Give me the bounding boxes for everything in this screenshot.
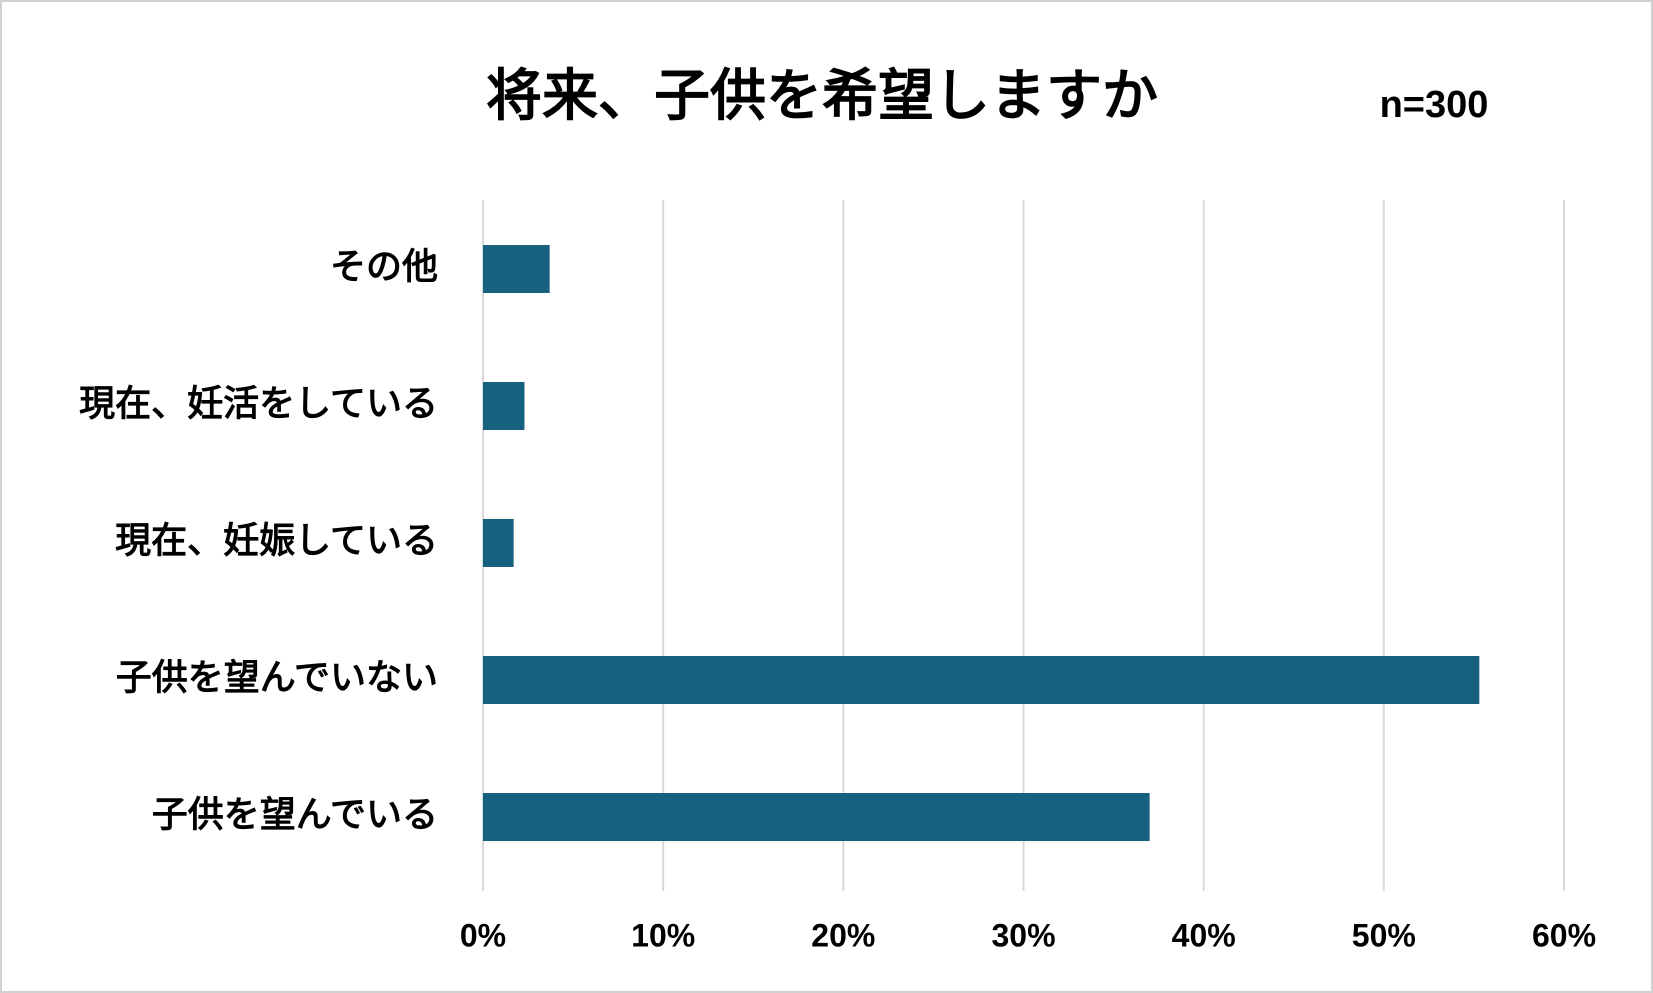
bar [483, 519, 514, 567]
y-tick-label: 子供を望んでいる [152, 794, 438, 835]
bar [483, 382, 525, 430]
bar [483, 793, 1150, 841]
y-tick-label: 子供を望んでいない [116, 657, 438, 698]
x-tick-label: 20% [811, 917, 875, 953]
x-tick-label: 10% [631, 917, 695, 953]
y-tick-label: 現在、妊活をしている [79, 383, 438, 424]
x-tick-label: 50% [1352, 917, 1416, 953]
y-tick-label: その他 [330, 246, 438, 287]
bar [483, 656, 1480, 704]
bar [483, 245, 550, 293]
y-tick-label: 現在、妊娠している [115, 520, 438, 561]
x-tick-label: 60% [1532, 917, 1596, 953]
x-tick-label: 40% [1172, 917, 1236, 953]
x-tick-label: 30% [991, 917, 1055, 953]
chart-title: 将来、子供を希望しますか [486, 64, 1158, 127]
annotation: n=300 [1380, 84, 1489, 126]
x-tick-label: 0% [460, 917, 506, 953]
